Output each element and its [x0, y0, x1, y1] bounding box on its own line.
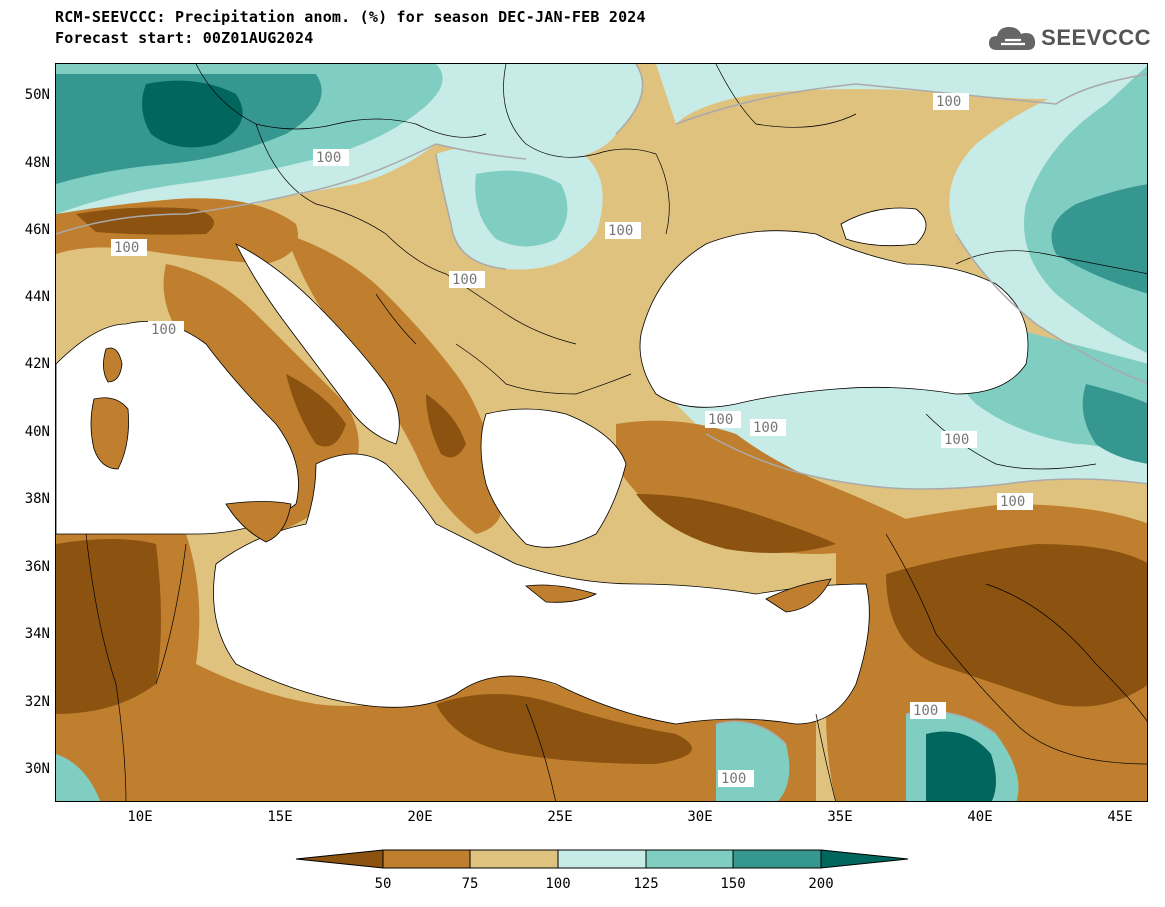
- adriatic-sea: [235, 243, 400, 445]
- contour-label: 100: [910, 702, 946, 719]
- contour-label: 100: [750, 419, 786, 436]
- dry-region-balkans: [286, 234, 503, 534]
- lat-label: 44N: [24, 289, 50, 305]
- lon-label: 25E: [547, 809, 573, 825]
- cyprus-island: [765, 578, 832, 613]
- logo-text: SEEVCCC: [1041, 25, 1151, 50]
- mediterranean-sea: [56, 321, 870, 725]
- svg-text:100: 100: [936, 94, 961, 110]
- contour-label: 100: [997, 493, 1033, 510]
- wet-region-arabia-200: [926, 731, 996, 801]
- contour-label: 100: [933, 93, 969, 110]
- aegean-sea: [480, 408, 627, 548]
- lon-label: 35E: [827, 809, 853, 825]
- colorbar-75-100: [469, 849, 559, 869]
- precipitation-anomaly-map: 100 100 100 100 100 100 100 100: [55, 63, 1148, 802]
- colorbar-tick: 75: [461, 876, 479, 892]
- wet-region-central-europe-200: [142, 80, 243, 148]
- lat-label: 36N: [24, 559, 50, 575]
- sardinia-island: [90, 397, 129, 470]
- map-canvas: 100 100 100 100 100 100 100 100: [56, 64, 1147, 801]
- colorbar-gt200: [820, 849, 909, 869]
- contour-100-lines: [56, 64, 1147, 745]
- lon-label: 15E: [267, 809, 293, 825]
- cloud-icon: [989, 27, 1036, 50]
- contour-label: 100: [705, 411, 741, 428]
- sicily-island: [225, 501, 292, 543]
- colorbar-tick: 200: [808, 876, 834, 892]
- lat-label: 48N: [24, 155, 50, 171]
- svg-text:100: 100: [114, 240, 139, 256]
- wet-region-west-africa: [56, 754, 101, 801]
- svg-text:100: 100: [608, 223, 633, 239]
- sea-of-azov: [840, 207, 927, 247]
- colorbar-125-150: [645, 849, 734, 869]
- wet-region-caucasus-150: [1082, 384, 1147, 464]
- lon-label: 20E: [407, 809, 433, 825]
- seevccc-logo: SEEVCCC: [987, 22, 1151, 54]
- dry-region-greece-50: [426, 394, 466, 458]
- black-sea: [639, 230, 1029, 408]
- svg-text:100: 100: [944, 432, 969, 448]
- lon-label: 40E: [967, 809, 993, 825]
- svg-text:100: 100: [913, 703, 938, 719]
- wet-region-russia-150: [1051, 184, 1147, 294]
- dry-region-libya-50: [436, 694, 692, 764]
- dry-region-alps-50: [76, 207, 214, 235]
- contour-label: 100: [449, 271, 485, 288]
- dry-region-italy-50: [286, 374, 346, 447]
- contour-label: 100: [718, 770, 754, 787]
- chart-title: RCM-SEEVCCC: Precipitation anom. (%) for…: [55, 8, 646, 26]
- lon-label: 10E: [127, 809, 153, 825]
- lat-label: 30N: [24, 761, 50, 777]
- lon-label: 45E: [1107, 809, 1133, 825]
- contour-label: 100: [111, 239, 147, 256]
- wet-region-ukraine: [656, 64, 1147, 124]
- svg-text:100: 100: [151, 322, 176, 338]
- dry-region-north-africa-50: [56, 539, 161, 714]
- dry-region-anatolia-50: [636, 494, 836, 553]
- contour-label: 100: [941, 431, 977, 448]
- lat-label: 40N: [24, 424, 50, 440]
- svg-text:100: 100: [1000, 494, 1025, 510]
- svg-text:100: 100: [721, 771, 746, 787]
- svg-text:100: 100: [452, 272, 477, 288]
- svg-text:100: 100: [708, 412, 733, 428]
- lat-label: 38N: [24, 491, 50, 507]
- lon-label: 30E: [687, 809, 713, 825]
- colorbar-tick: 100: [545, 876, 571, 892]
- colorbar-50-75: [382, 849, 471, 869]
- colorbar-tick: 150: [720, 876, 746, 892]
- contour-label: 100: [313, 149, 349, 166]
- lat-label: 32N: [24, 694, 50, 710]
- dry-region-middle-east-50: [886, 544, 1147, 707]
- svg-text:100: 100: [316, 150, 341, 166]
- dry-region-italy: [163, 264, 359, 534]
- country-borders: [85, 64, 1147, 801]
- wet-region-carpathians-125: [475, 170, 568, 247]
- contour-label: 100: [605, 222, 641, 239]
- crete-island: [525, 584, 598, 603]
- svg-text:100: 100: [753, 420, 778, 436]
- contour-labels: 100 100 100 100 100 100 100 100: [111, 93, 1033, 787]
- forecast-start-label: Forecast start: 00Z01AUG2024: [55, 29, 314, 47]
- colorbar-lt50: [295, 849, 384, 869]
- colorbar-100-125: [557, 849, 647, 869]
- colorbar-tick: 50: [374, 876, 392, 892]
- lat-label: 34N: [24, 626, 50, 642]
- contour-label: 100: [148, 321, 184, 338]
- lat-label: 50N: [24, 87, 50, 103]
- lat-label: 42N: [24, 356, 50, 372]
- lat-label: 46N: [24, 222, 50, 238]
- colorbar-tick: 125: [633, 876, 659, 892]
- corsica-island: [103, 347, 123, 383]
- colorbar-150-200: [732, 849, 822, 869]
